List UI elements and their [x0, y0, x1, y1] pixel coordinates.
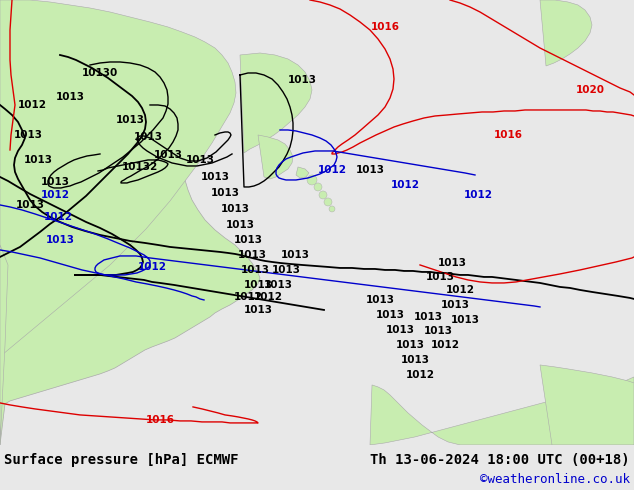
Text: 1013: 1013: [424, 326, 453, 336]
Text: 1013: 1013: [226, 220, 254, 230]
Text: 1013: 1013: [396, 340, 425, 350]
Text: Th 13-06-2024 18:00 UTC (00+18): Th 13-06-2024 18:00 UTC (00+18): [370, 453, 630, 467]
Text: 1012: 1012: [41, 190, 70, 200]
Text: 1012: 1012: [463, 190, 493, 200]
Text: 10132: 10132: [122, 162, 158, 172]
Circle shape: [329, 206, 335, 212]
Circle shape: [319, 191, 327, 199]
Text: 1013: 1013: [271, 265, 301, 275]
Text: 1013: 1013: [451, 315, 479, 325]
Polygon shape: [0, 0, 260, 445]
Text: 1013: 1013: [413, 312, 443, 322]
Text: 1013: 1013: [15, 200, 44, 210]
Text: 1012: 1012: [391, 180, 420, 190]
Polygon shape: [240, 53, 312, 153]
Text: 1013: 1013: [280, 250, 309, 260]
Text: 1013: 1013: [264, 280, 292, 290]
Polygon shape: [0, 245, 8, 445]
Text: 1013: 1013: [210, 188, 240, 198]
Text: 1012: 1012: [318, 165, 347, 175]
Text: 1012: 1012: [254, 292, 283, 302]
Text: 1013: 1013: [221, 204, 250, 214]
Text: 1016: 1016: [370, 22, 399, 32]
Polygon shape: [258, 135, 293, 179]
Circle shape: [324, 198, 332, 206]
Text: 1012: 1012: [233, 292, 262, 302]
Text: 1013: 1013: [243, 280, 273, 290]
Text: 1013: 1013: [56, 92, 84, 102]
Polygon shape: [540, 0, 592, 66]
Text: 1013: 1013: [115, 115, 145, 125]
Text: 1013: 1013: [233, 235, 262, 245]
Circle shape: [307, 175, 317, 185]
Text: 1013: 1013: [401, 355, 429, 365]
Text: 1012: 1012: [138, 262, 167, 272]
Polygon shape: [296, 167, 309, 178]
Text: 1013: 1013: [186, 155, 214, 165]
Text: 1013: 1013: [238, 250, 266, 260]
Text: 1012: 1012: [430, 340, 460, 350]
Text: 1013: 1013: [153, 150, 183, 160]
Text: 1020: 1020: [576, 85, 604, 95]
Text: 1012: 1012: [18, 100, 46, 110]
Text: 10130: 10130: [82, 68, 118, 78]
Text: 1013: 1013: [441, 300, 470, 310]
Text: 1013: 1013: [243, 305, 273, 315]
Polygon shape: [0, 0, 236, 445]
Text: 1013: 1013: [240, 265, 269, 275]
Text: 1013: 1013: [23, 155, 53, 165]
Text: 1016: 1016: [493, 130, 522, 140]
Text: 1013: 1013: [356, 165, 384, 175]
Text: 1012: 1012: [406, 370, 434, 380]
Text: 1013: 1013: [385, 325, 415, 335]
Text: 1013: 1013: [41, 177, 70, 187]
Polygon shape: [370, 377, 634, 445]
Text: ©weatheronline.co.uk: ©weatheronline.co.uk: [480, 473, 630, 487]
Text: Surface pressure [hPa] ECMWF: Surface pressure [hPa] ECMWF: [4, 453, 238, 467]
Polygon shape: [540, 365, 634, 445]
Text: 1016: 1016: [145, 415, 174, 425]
Text: 1013: 1013: [287, 75, 316, 85]
Text: 1013: 1013: [365, 295, 394, 305]
Circle shape: [314, 183, 322, 191]
Text: 1013: 1013: [46, 235, 75, 245]
Text: 1012: 1012: [44, 212, 72, 222]
Text: 1013: 1013: [13, 130, 42, 140]
Text: 1013: 1013: [437, 258, 467, 268]
Text: 1013: 1013: [134, 132, 162, 142]
Text: 1012: 1012: [446, 285, 474, 295]
Text: 1013: 1013: [425, 272, 455, 282]
Text: 1013: 1013: [375, 310, 404, 320]
Text: 1013: 1013: [200, 172, 230, 182]
